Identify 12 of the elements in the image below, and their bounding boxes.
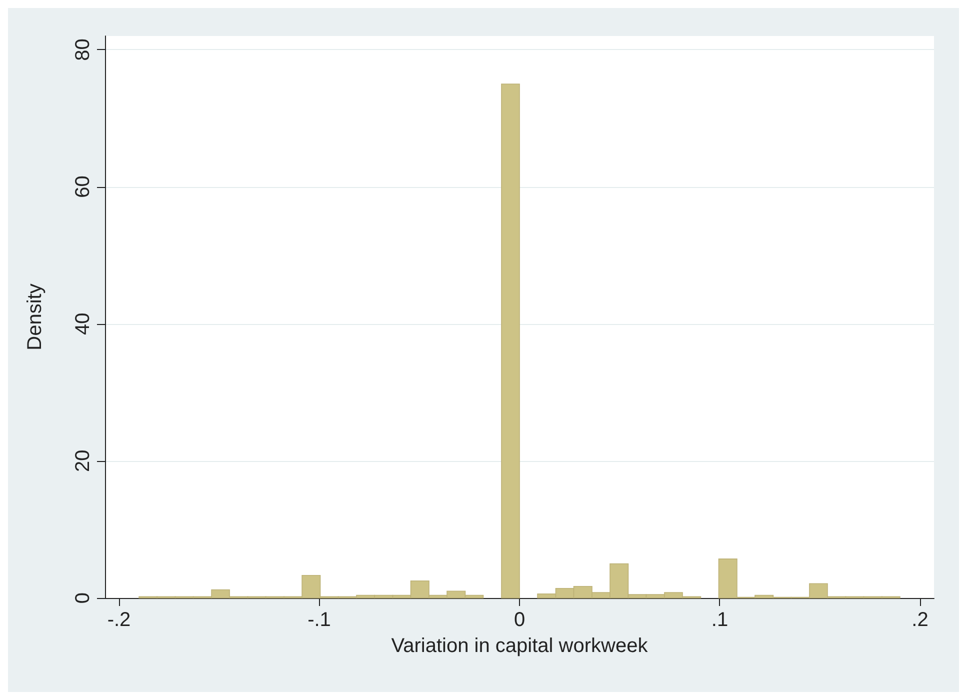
y-tick-label: 20 bbox=[72, 450, 94, 472]
x-tick-label: -.1 bbox=[308, 609, 331, 631]
y-axis-title: Density bbox=[24, 284, 46, 350]
x-tick-label: -.2 bbox=[107, 609, 131, 631]
x-tick-label: .1 bbox=[711, 609, 728, 631]
y-tick-label: 60 bbox=[72, 176, 94, 198]
x-tick-label: 0 bbox=[514, 609, 526, 631]
y-tick-label: 80 bbox=[72, 38, 94, 61]
x-axis-title: Variation in capital workweek bbox=[391, 635, 649, 657]
y-tick-label: 0 bbox=[72, 592, 94, 604]
y-tick-label: 40 bbox=[72, 312, 94, 335]
x-tick-label: .2 bbox=[912, 609, 928, 631]
